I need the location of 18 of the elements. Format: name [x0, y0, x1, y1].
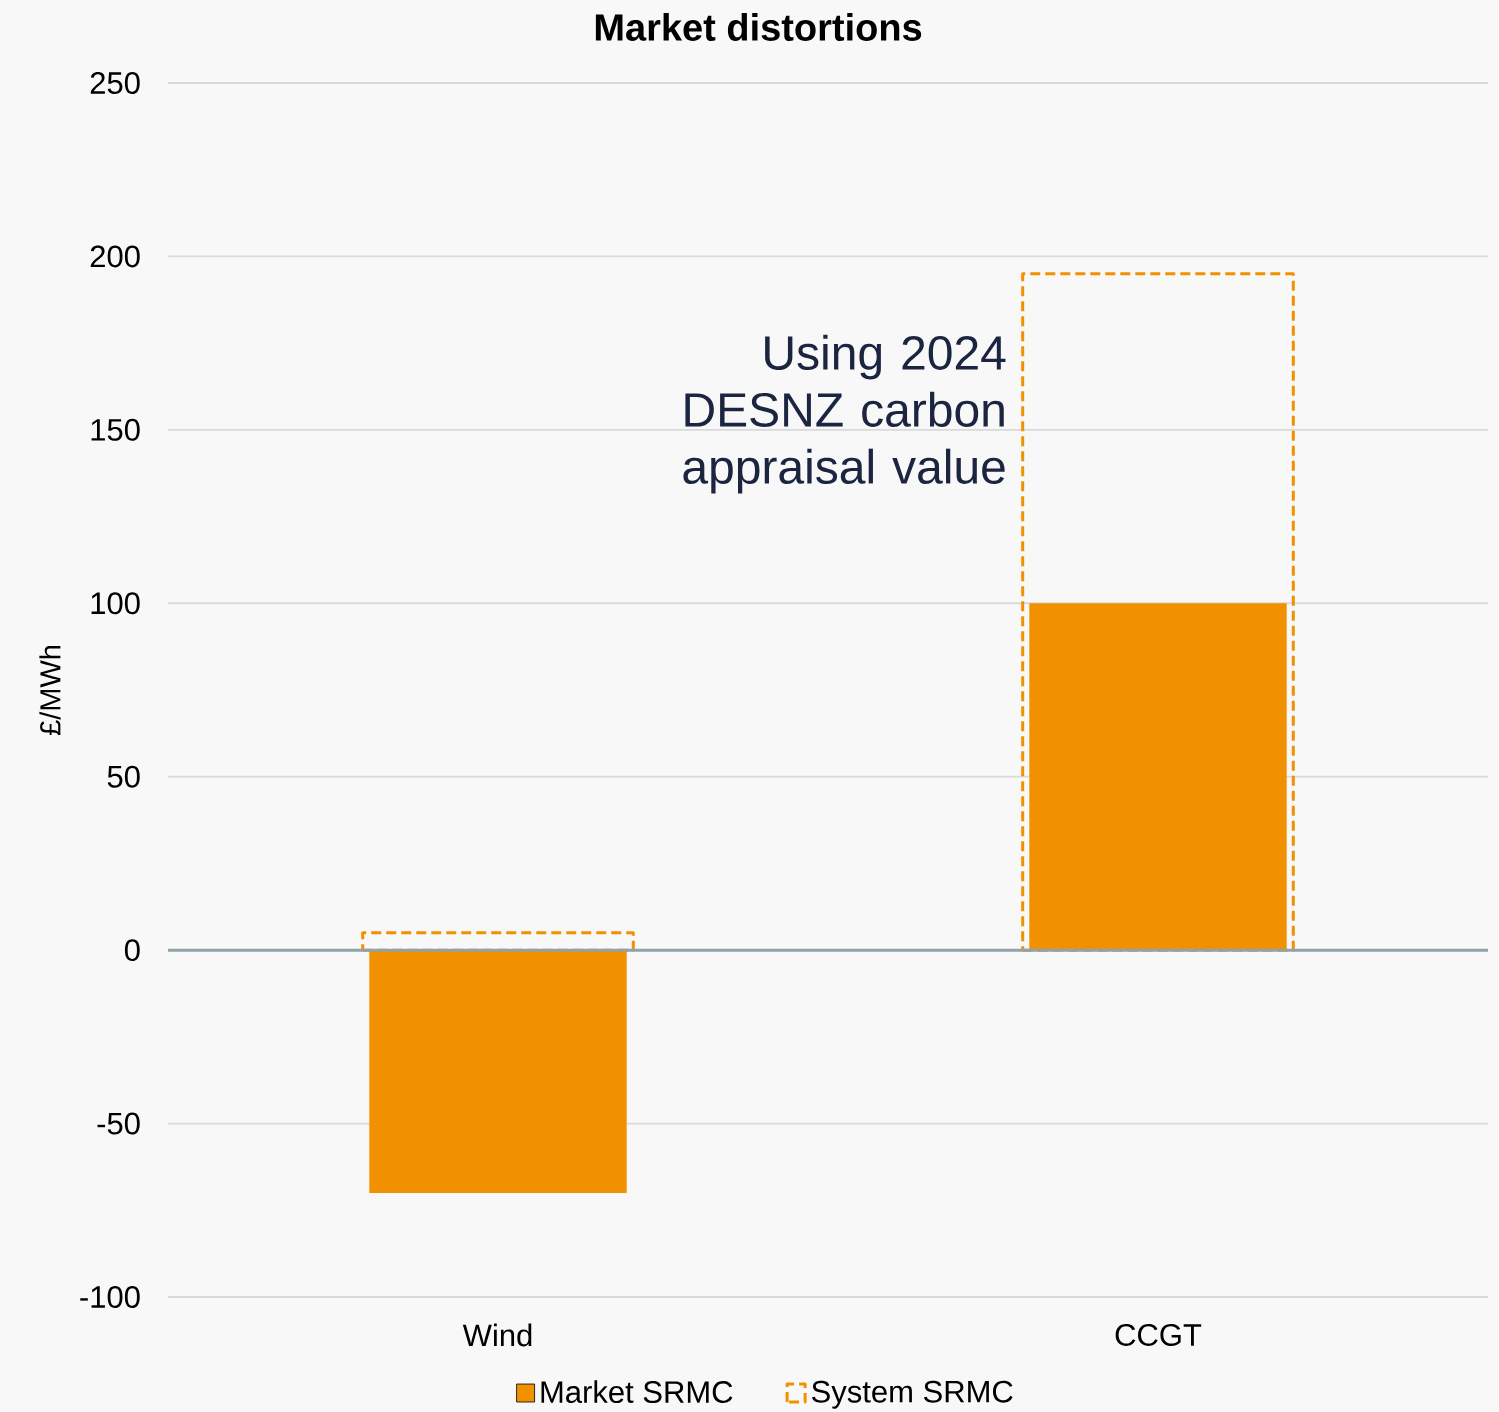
chart-title: Market distortions: [595, 13, 922, 41]
x-tick-label: Wind: [462, 1323, 532, 1347]
bar: [369, 950, 627, 1193]
x-tick-label: CCGT: [1115, 1324, 1202, 1346]
y-tick-label: 250: [90, 72, 140, 94]
y-tick-label: 50: [107, 765, 140, 788]
y-tick-label: -100: [80, 1286, 140, 1308]
y-tick-label: 100: [91, 592, 140, 615]
y-tick-label: 0: [124, 939, 140, 962]
bar: [1029, 603, 1287, 951]
bar: [361, 931, 635, 952]
y-tick-label: 200: [90, 245, 140, 268]
y-tick-label: -50: [97, 1112, 140, 1135]
y-axis-title: £/MWh: [39, 645, 61, 736]
legend-label: System SRMC: [812, 1380, 1013, 1409]
annotation: Using 2024 DESNZ carbon appraisal value: [683, 334, 1006, 494]
legend-label: Market SRMC: [541, 1380, 733, 1404]
y-tick-label: 150: [91, 418, 140, 441]
